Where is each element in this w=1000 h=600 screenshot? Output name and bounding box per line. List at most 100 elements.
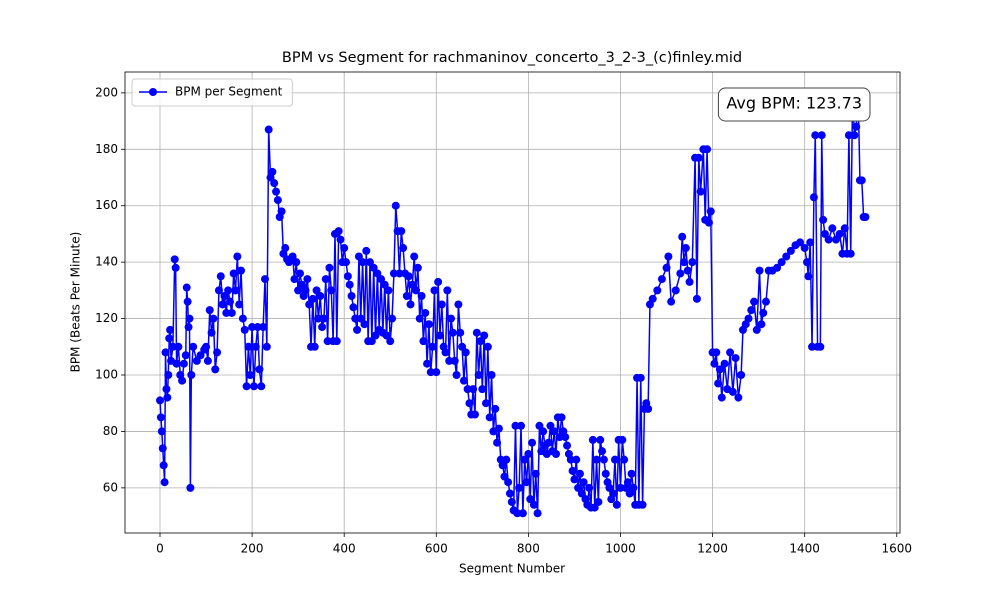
point (238, 314, 247, 323)
point (268, 167, 277, 176)
point (318, 323, 327, 332)
point (533, 509, 542, 518)
point (237, 266, 246, 275)
point (796, 238, 805, 247)
point (456, 328, 465, 337)
point (343, 272, 352, 281)
point (594, 497, 603, 506)
point (273, 196, 282, 205)
point (592, 455, 601, 464)
x-tick-label: 600 (425, 542, 448, 556)
point (605, 483, 614, 492)
point (546, 421, 555, 430)
point (211, 365, 220, 374)
point (478, 385, 487, 394)
point (518, 509, 527, 518)
point (555, 433, 564, 442)
point (222, 308, 231, 317)
point (386, 337, 395, 346)
point (566, 455, 575, 464)
point (253, 323, 262, 332)
point (255, 365, 264, 374)
point (395, 269, 404, 278)
point (369, 263, 378, 272)
point (726, 348, 735, 357)
point (430, 286, 439, 295)
point (563, 441, 572, 450)
point (522, 478, 531, 487)
point (165, 334, 174, 343)
point (507, 497, 516, 506)
point (437, 300, 446, 309)
point (155, 396, 164, 405)
point (277, 207, 286, 216)
point (160, 478, 169, 487)
point (389, 269, 398, 278)
point (441, 348, 450, 357)
point (714, 379, 723, 388)
y-tick-label: 120 (95, 311, 118, 325)
annotation-box (717, 87, 871, 122)
point (314, 314, 323, 323)
y-tick-label: 200 (95, 85, 118, 99)
point (316, 292, 325, 301)
point (305, 300, 314, 309)
point (585, 483, 594, 492)
point (692, 294, 701, 303)
point (334, 227, 343, 236)
point (310, 342, 319, 351)
point (819, 215, 828, 224)
point (574, 483, 583, 492)
point (248, 323, 257, 332)
point (340, 244, 349, 253)
point (710, 359, 719, 368)
point (857, 176, 866, 185)
point (720, 359, 729, 368)
x-axis-label: Segment Number (459, 562, 565, 576)
point (599, 455, 608, 464)
point (694, 153, 703, 162)
y-axis-label: BPM (Beats Per Minute) (69, 232, 83, 373)
point (755, 266, 764, 275)
point (412, 286, 421, 295)
point (644, 404, 653, 413)
point (246, 371, 255, 380)
point (703, 145, 712, 154)
point (356, 314, 365, 323)
point (685, 277, 694, 286)
point (485, 413, 494, 422)
point (596, 435, 605, 444)
point (786, 246, 795, 255)
point (491, 404, 500, 413)
x-tick-label: 1000 (605, 542, 636, 556)
point (323, 337, 332, 346)
plot-frame (124, 71, 901, 534)
point (662, 263, 671, 272)
point (570, 475, 579, 484)
point (609, 489, 618, 498)
point (408, 280, 417, 289)
point (391, 201, 400, 210)
point (636, 373, 645, 382)
point (231, 286, 240, 295)
point (447, 314, 456, 323)
point (402, 292, 411, 301)
point (850, 131, 859, 140)
point (415, 314, 424, 323)
point (445, 356, 454, 365)
x-tick-label: 800 (517, 542, 540, 556)
point (428, 342, 437, 351)
point (360, 320, 369, 329)
point (618, 435, 627, 444)
annotation: Avg BPM: 123.73 (717, 87, 871, 122)
chart-title: BPM vs Segment for rachmaninov_concerto_… (282, 50, 742, 66)
point (192, 356, 201, 365)
point (750, 297, 759, 306)
point (535, 421, 544, 430)
point (178, 376, 187, 385)
point (172, 359, 181, 368)
y-tick-label: 160 (95, 198, 118, 212)
point (568, 466, 577, 475)
